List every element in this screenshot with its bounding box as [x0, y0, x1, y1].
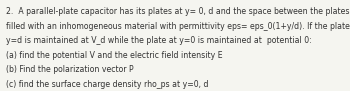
Text: (c) find the surface charge density rho_ps at y=0, d: (c) find the surface charge density rho_…: [6, 80, 208, 89]
Text: 2.  A parallel-plate capacitor has its plates at y= 0, d and the space between t: 2. A parallel-plate capacitor has its pl…: [6, 7, 350, 16]
Text: (a) find the potential V and the electric field intensity E: (a) find the potential V and the electri…: [6, 51, 222, 60]
Text: filled with an inhomogeneous material with permittivity eps= eps_0(1+y/d). If th: filled with an inhomogeneous material wi…: [6, 22, 350, 30]
Text: y=d is maintained at V_d while the plate at y=0 is maintained at  potential 0:: y=d is maintained at V_d while the plate…: [6, 36, 311, 45]
Text: (b) Find the polarization vector P: (b) Find the polarization vector P: [6, 65, 133, 74]
